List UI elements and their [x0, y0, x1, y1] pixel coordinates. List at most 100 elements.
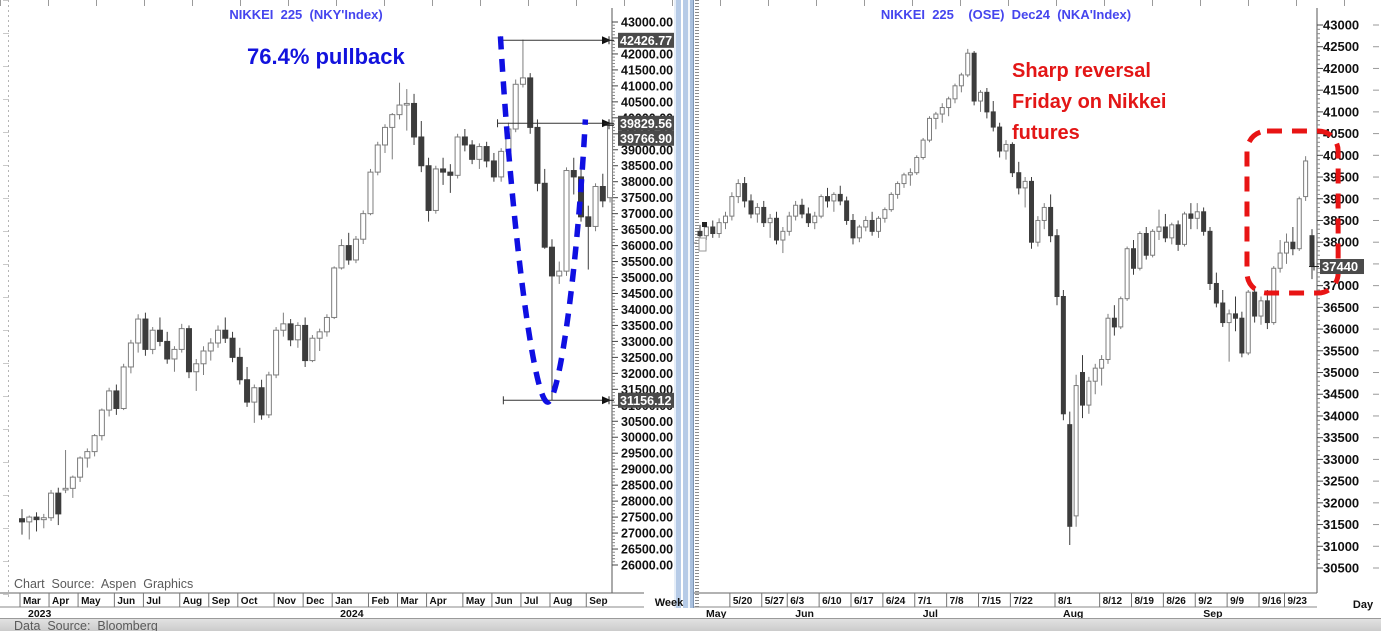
svg-text:May: May [466, 596, 486, 607]
svg-text:36000: 36000 [1323, 322, 1359, 337]
svg-text:Mar: Mar [23, 596, 41, 607]
svg-text:39766.90: 39766.90 [620, 132, 672, 146]
svg-text:38500.00: 38500.00 [621, 159, 673, 173]
svg-text:5/20: 5/20 [733, 596, 753, 607]
svg-text:37500.00: 37500.00 [621, 191, 673, 205]
svg-text:8/26: 8/26 [1166, 596, 1186, 607]
svg-text:Jul: Jul [146, 596, 161, 607]
x-axis: 5/20 5/27 6/3 6/10 6/17 6/24 7/1 7/8 7/15 7/22 8/1… [694, 592, 1317, 620]
svg-text:28500.00: 28500.00 [621, 479, 673, 493]
reversal-annotation-line: futures [1012, 122, 1080, 144]
pullback-curve [497, 36, 589, 405]
svg-text:41500: 41500 [1323, 83, 1359, 98]
svg-text:39000: 39000 [1323, 191, 1359, 206]
svg-text:34500: 34500 [1323, 387, 1359, 402]
svg-text:32500.00: 32500.00 [621, 351, 673, 365]
svg-text:2023: 2023 [28, 608, 52, 620]
svg-text:33000.00: 33000.00 [621, 335, 673, 349]
svg-text:37440: 37440 [1322, 259, 1358, 274]
svg-text:9/16: 9/16 [1262, 596, 1282, 607]
svg-text:36000.00: 36000.00 [621, 239, 673, 253]
pullback-annotation: 76.4% pullback [247, 44, 405, 69]
svg-text:May: May [706, 608, 727, 620]
left-chart-title: NIKKEI 225 (NKY'Index) [229, 7, 383, 22]
svg-text:41000.00: 41000.00 [621, 79, 673, 93]
svg-text:30500.00: 30500.00 [621, 415, 673, 429]
svg-text:Jun: Jun [795, 608, 814, 620]
data-source-line: Data Source: Bloomberg [14, 619, 158, 631]
svg-text:7/15: 7/15 [982, 596, 1002, 607]
svg-text:26000.00: 26000.00 [621, 559, 673, 573]
svg-text:31500: 31500 [1323, 517, 1359, 532]
svg-text:Apr: Apr [430, 596, 447, 607]
svg-text:37000: 37000 [1323, 278, 1359, 293]
svg-text:40000: 40000 [1323, 148, 1359, 163]
daily-candles [697, 48, 1315, 545]
svg-text:Nov: Nov [277, 596, 296, 607]
svg-text:36500: 36500 [1323, 300, 1359, 315]
svg-text:30500: 30500 [1323, 561, 1359, 576]
bottom-status-bar [0, 618, 1381, 631]
svg-text:32000.00: 32000.00 [621, 367, 673, 381]
svg-text:Dec: Dec [306, 596, 325, 607]
svg-text:Feb: Feb [371, 596, 389, 607]
svg-text:Jun: Jun [117, 596, 135, 607]
retracement-line [502, 396, 611, 405]
svg-text:35500: 35500 [1323, 343, 1359, 358]
highlight-box [1244, 128, 1341, 296]
svg-text:35000: 35000 [1323, 365, 1359, 380]
svg-text:Jun: Jun [495, 596, 513, 607]
svg-text:6/17: 6/17 [854, 596, 874, 607]
svg-text:8/12: 8/12 [1103, 596, 1123, 607]
week-period-label: Week [654, 597, 684, 609]
svg-text:6/24: 6/24 [886, 596, 906, 607]
x-axis: Mar Apr May Jun Jul Aug Sep Oct Nov Dec Jan Feb Mar A… [0, 592, 644, 620]
svg-text:33500: 33500 [1323, 430, 1359, 445]
svg-text:2024: 2024 [340, 608, 364, 620]
svg-text:Sep: Sep [589, 596, 607, 607]
svg-text:8/19: 8/19 [1135, 596, 1155, 607]
svg-text:29500.00: 29500.00 [621, 447, 673, 461]
svg-text:Aug: Aug [553, 596, 572, 607]
svg-text:Sep: Sep [1203, 608, 1222, 620]
svg-text:31156.12: 31156.12 [620, 394, 671, 408]
svg-text:Aug: Aug [1063, 608, 1083, 620]
y-axis-labels: 43000.0042500.0042000.0041500.0041000.00… [621, 16, 673, 573]
svg-text:39000.00: 39000.00 [621, 143, 673, 157]
svg-text:38000: 38000 [1323, 235, 1359, 250]
svg-text:34000: 34000 [1323, 408, 1359, 423]
svg-text:9/9: 9/9 [1230, 596, 1244, 607]
svg-text:42426.77: 42426.77 [620, 34, 672, 48]
svg-text:37000.00: 37000.00 [621, 207, 673, 221]
svg-text:6/10: 6/10 [822, 596, 842, 607]
price-tags: 37440 [1309, 259, 1364, 275]
svg-text:8/1: 8/1 [1058, 596, 1072, 607]
svg-text:38000.00: 38000.00 [621, 175, 673, 189]
day-period-label: Day [1352, 599, 1374, 611]
pane-divider-scrollbar[interactable] [674, 0, 694, 608]
svg-text:42000.00: 42000.00 [621, 47, 673, 61]
svg-text:42000: 42000 [1323, 61, 1359, 76]
right-chart-title: NIKKEI 225 (OSE) Dec24 (NKA'Index) [880, 7, 1132, 22]
reversal-annotation-line: Sharp reversal [1012, 60, 1151, 82]
svg-text:Jul: Jul [524, 596, 539, 607]
svg-text:33500.00: 33500.00 [621, 319, 673, 333]
svg-text:May: May [81, 596, 101, 607]
svg-text:Jul: Jul [923, 608, 938, 620]
left-ruler-ticks [3, 0, 9, 600]
svg-text:31000: 31000 [1323, 539, 1359, 554]
svg-text:9/23: 9/23 [1288, 596, 1308, 607]
svg-text:32000: 32000 [1323, 495, 1359, 510]
y-axis-labels: 43000 42500 42000 41500 41000 40500 40000 39500… [1323, 18, 1359, 576]
svg-text:35500.00: 35500.00 [621, 255, 673, 269]
svg-text:35000.00: 35000.00 [621, 271, 673, 285]
svg-text:42500: 42500 [1323, 39, 1359, 54]
svg-text:32500: 32500 [1323, 474, 1359, 489]
right-pane-tick-ruler [695, 0, 699, 608]
svg-text:27500.00: 27500.00 [621, 511, 673, 525]
daily-chart: 43000 42500 42000 41500 41000 40500 40000 39500… [694, 8, 1379, 620]
svg-text:Mar: Mar [401, 596, 419, 607]
